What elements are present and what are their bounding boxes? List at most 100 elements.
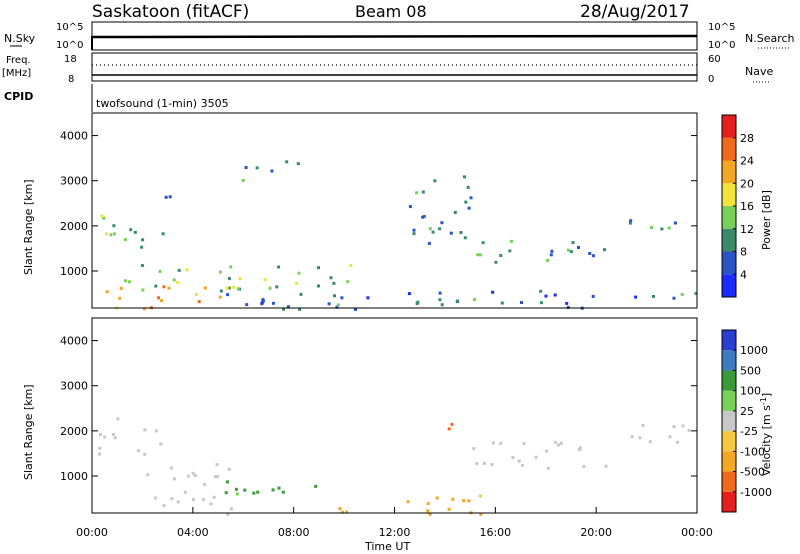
velocity-echo-cell: [447, 507, 451, 511]
velocity-echo-cell: [546, 466, 550, 470]
power-echo-cell: [577, 246, 580, 249]
power-echo-cell: [539, 289, 543, 293]
power-echo-cell: [336, 303, 340, 307]
velocity-echo-cell: [426, 509, 430, 513]
power-echo-cell: [565, 301, 569, 305]
colorbar-swatch: [722, 491, 736, 512]
power-echo-cell: [433, 179, 437, 183]
power-echo-cell: [327, 302, 331, 306]
power-echo-cell: [140, 245, 144, 249]
frequency-panel: Freq. [MHz] 18 8 60 0 Nave: [2, 52, 773, 85]
power-echo-cell: [473, 298, 477, 301]
colorbar-frame: [721, 329, 737, 513]
velocity-echo-cell: [209, 502, 213, 506]
colorbar-tick-label: 12: [740, 223, 754, 236]
velocity-echo-cell: [517, 459, 521, 463]
power-echo-cell: [232, 285, 236, 289]
plot-title: Saskatoon (fitACF): [92, 2, 249, 22]
velocity-echo-cell: [687, 429, 691, 432]
power-echo-cell: [218, 295, 222, 299]
cpid-label: CPID: [4, 90, 33, 103]
power-echo-cell: [422, 214, 426, 218]
date-label: 28/Aug/2017: [580, 2, 690, 22]
velocity-echo-cell: [252, 491, 256, 495]
power-echo-cell: [167, 286, 171, 290]
y-tick-label: 3000: [60, 380, 88, 393]
freq-left-tick-bottom: 8: [68, 74, 74, 85]
power-echo-cell: [133, 230, 137, 234]
velocity-echo-cell: [340, 510, 344, 514]
power-echo-cell: [129, 228, 133, 232]
power-echo-cell: [225, 286, 229, 290]
velocity-colorbar-label: Velocity [m s-1]: [759, 393, 773, 476]
velocity-echo-cell: [98, 446, 102, 450]
power-echo-cell: [226, 293, 230, 297]
velocity-echo-cells: [98, 417, 691, 516]
power-echo-cell: [628, 221, 632, 225]
colorbar-tick-label: 1000: [740, 344, 768, 357]
velocity-echo-cell: [281, 490, 285, 494]
velocity-echo-cell: [578, 446, 582, 450]
power-echo-cell: [176, 281, 180, 284]
velocity-echo-cell: [271, 488, 275, 492]
velocity-echo-cell: [545, 449, 549, 453]
power-echo-cell: [219, 289, 223, 293]
beam-label: Beam 08: [355, 2, 427, 21]
velocity-echo-cell: [553, 440, 557, 444]
velocity-echo-cell: [559, 441, 563, 445]
colorbar-swatch: [722, 410, 736, 432]
power-echo-cell: [185, 268, 189, 272]
velocity-echo-cell: [447, 427, 451, 431]
power-echo-cell: [464, 200, 468, 204]
power-echo-cell: [177, 268, 181, 272]
power-echo-cell: [157, 296, 160, 300]
colorbar-tick-label: -1000: [740, 486, 772, 499]
velocity-echo-cell: [234, 487, 238, 491]
power-colorbar-label: Power [dB]: [760, 190, 773, 250]
power-echo-cell: [298, 307, 302, 311]
power-echo-cell: [285, 160, 289, 164]
x-tick-label: 12:00: [379, 526, 411, 539]
noise-right-label: N.Search: [745, 32, 795, 45]
power-echo-cell: [275, 285, 279, 289]
power-echo-cell: [113, 232, 116, 236]
velocity-echo-cell: [557, 443, 560, 447]
power-echo-cell: [158, 269, 162, 273]
velocity-echo-cell: [277, 486, 281, 490]
velocity-echo-cell: [641, 424, 645, 427]
power-echo-cell: [438, 298, 442, 302]
velocity-echo-cell: [338, 507, 342, 511]
velocity-echo-cell: [511, 456, 515, 459]
power-echo-cell: [667, 226, 671, 230]
power-echo-cell: [510, 239, 513, 243]
colorbar-swatch: [722, 206, 736, 229]
power-echo-cell: [438, 227, 442, 231]
power-echo-cell: [260, 301, 264, 305]
power-echo-cell: [428, 227, 432, 231]
noise-sky-trace: [91, 34, 698, 50]
velocity-echo-cell: [314, 484, 318, 488]
velocity-echo-cell: [143, 452, 147, 456]
velocity-echo-cell: [170, 497, 174, 501]
colorbar-swatch: [722, 183, 736, 206]
noise-line: [91, 34, 698, 39]
power-echo-cell: [161, 232, 165, 236]
velocity-echo-cell: [345, 510, 349, 514]
power-echo-cell: [119, 286, 123, 290]
power-echo-cell: [603, 248, 606, 252]
power-echo-cell: [478, 253, 482, 257]
colorbar-swatch: [722, 451, 736, 472]
colorbar-swatch: [722, 390, 736, 411]
power-echo-cell: [366, 296, 370, 300]
velocity-echo-cell: [235, 492, 239, 496]
power-echo-cell: [431, 230, 435, 234]
power-echo-cell: [412, 228, 416, 232]
power-echo-cell: [550, 249, 554, 253]
power-echo-cell: [164, 195, 168, 199]
power-echo-cell: [127, 280, 131, 284]
power-echo-cell: [438, 291, 442, 295]
velocity-echo-cell: [227, 467, 231, 471]
colorbar-swatch: [722, 431, 736, 452]
power-echo-cell: [124, 238, 127, 242]
